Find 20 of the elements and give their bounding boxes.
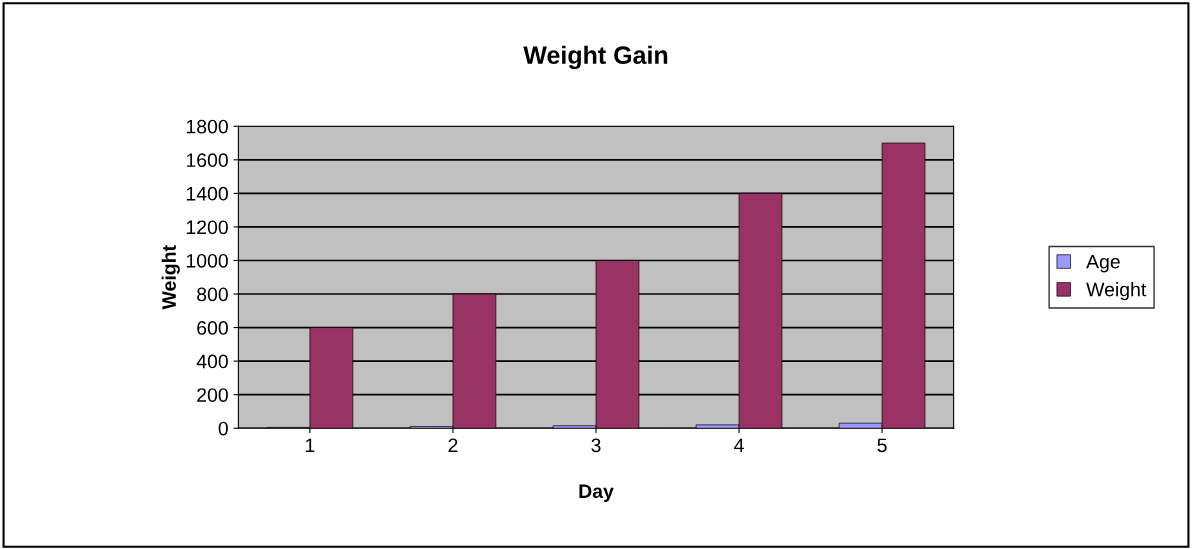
x-tick-label: 1	[306, 438, 315, 453]
y-tick-label: 200	[197, 388, 228, 402]
y-tick-label: 400	[196, 354, 228, 369]
y-tick-label: 1600	[186, 153, 228, 168]
y-tick-label: 1400	[186, 186, 228, 201]
y-tick-label: 1000	[186, 253, 228, 268]
y-tick-label: 800	[197, 287, 228, 302]
legend-label: Age	[1086, 254, 1120, 273]
x-tick-label: 4	[734, 438, 744, 453]
legend-label: Weight	[1086, 282, 1147, 301]
chart-title: Weight Gain	[523, 45, 668, 70]
y-axis-title: Weight	[161, 245, 180, 310]
y-tick-label: 600	[197, 321, 228, 335]
y-tick-label: 1200	[186, 220, 228, 235]
x-axis-title: Day	[579, 484, 614, 502]
x-tick-label: 3	[591, 438, 601, 453]
y-tick-label: 1800	[186, 119, 228, 134]
y-tick-label: 0	[218, 421, 228, 436]
x-tick-label: 5	[877, 438, 887, 453]
x-tick-label: 2	[448, 438, 458, 453]
